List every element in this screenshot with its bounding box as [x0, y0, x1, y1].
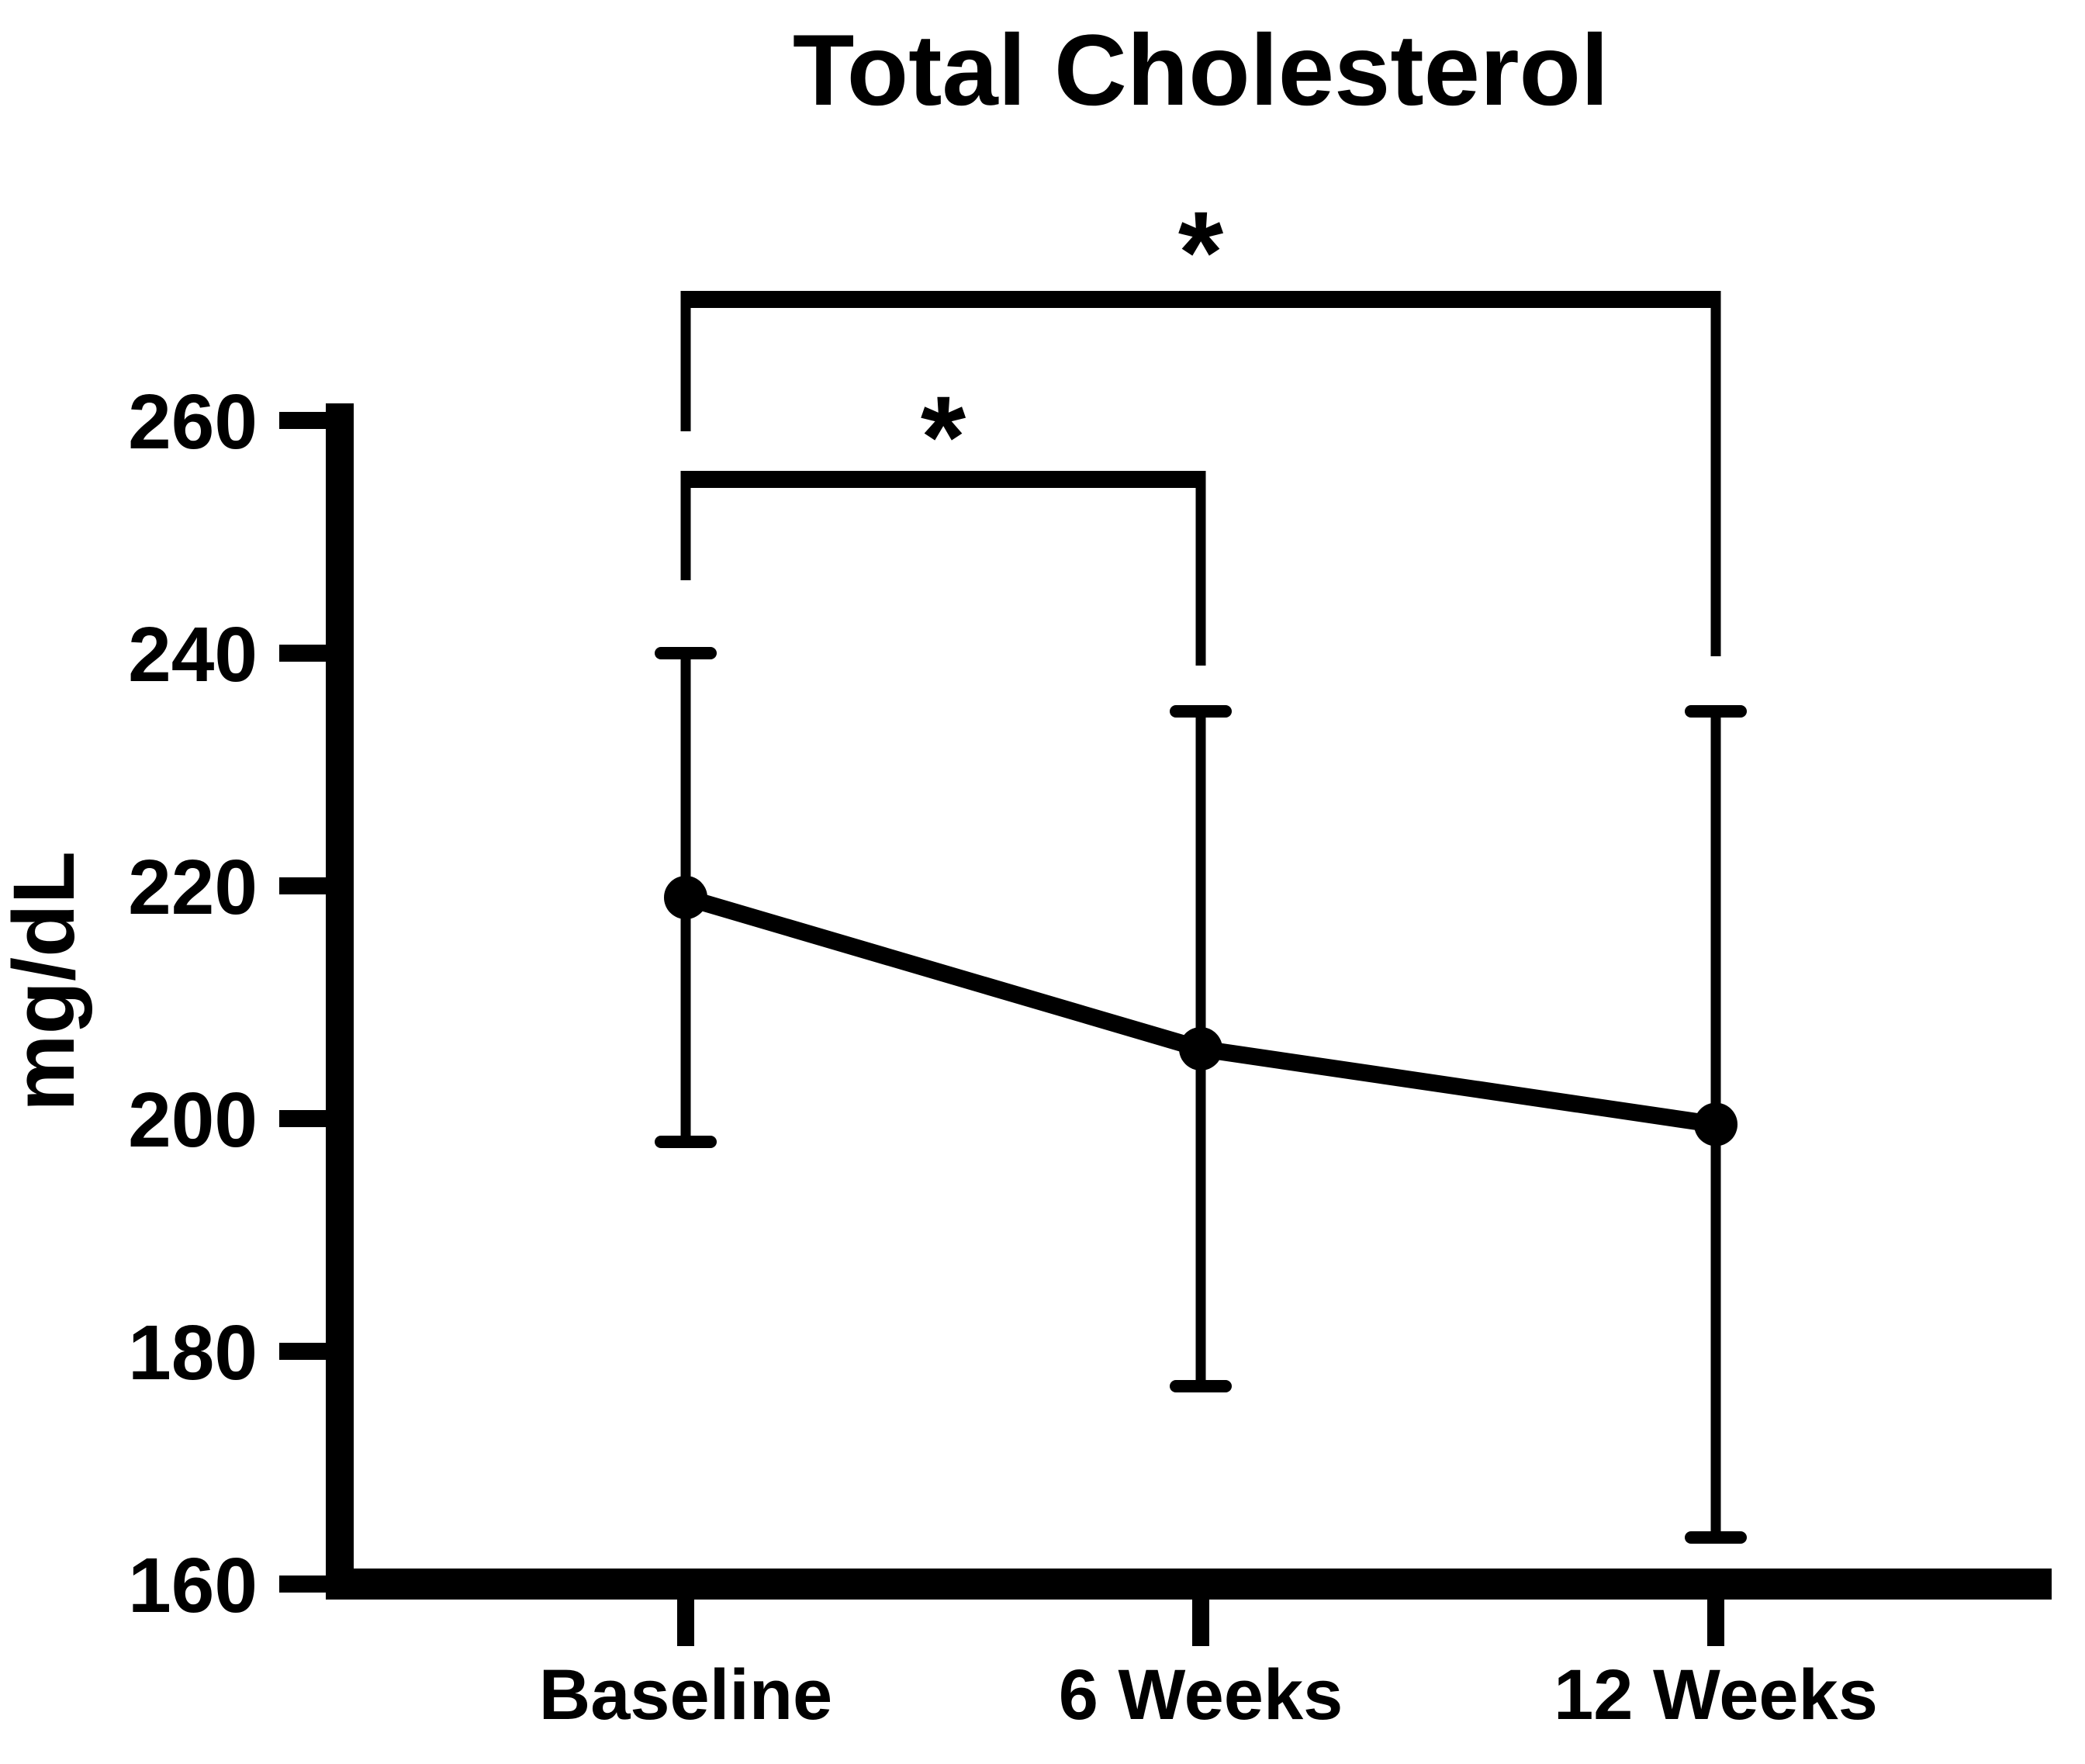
y-tick-label: 180 [128, 1309, 258, 1396]
x-axis-line [326, 1569, 2052, 1600]
y-tick [279, 1343, 326, 1360]
data-point [664, 876, 707, 919]
x-tick-label: Baseline [539, 1655, 832, 1735]
y-tick [279, 1575, 326, 1593]
data-point [1694, 1102, 1738, 1147]
x-tick-label: 6 Weeks [1059, 1655, 1343, 1735]
significance-bracket-bar [680, 291, 1721, 308]
y-axis-label: mg/dL [0, 851, 92, 1112]
y-axis-line [326, 403, 354, 1600]
y-tick-label: 220 [128, 844, 258, 931]
y-tick-label: 200 [128, 1077, 258, 1164]
significance-star: * [1178, 187, 1224, 317]
chart-title: Total Cholesterol [793, 13, 1609, 126]
y-tick [279, 645, 326, 662]
y-tick [279, 877, 326, 894]
significance-star: * [921, 372, 966, 502]
y-tick-label: 160 [128, 1542, 258, 1629]
x-tick-label: 12 Weeks [1554, 1655, 1878, 1735]
y-tick [279, 1110, 326, 1127]
y-tick-label: 240 [128, 611, 258, 698]
data-point [1179, 1027, 1222, 1071]
x-tick [677, 1600, 694, 1646]
x-tick [1192, 1600, 1209, 1646]
y-tick-label: 260 [128, 379, 258, 465]
x-tick [1707, 1600, 1724, 1646]
y-tick [279, 412, 326, 429]
significance-bracket-bar [680, 471, 1206, 488]
